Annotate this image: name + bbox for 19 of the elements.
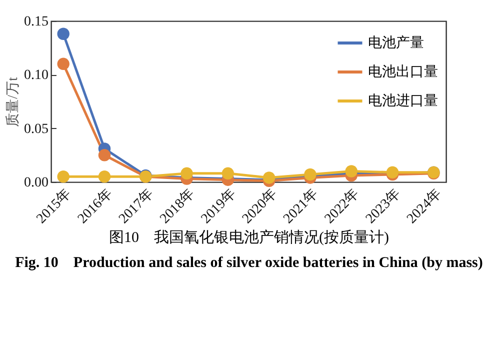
y-tick-label: 0.05 bbox=[24, 122, 48, 137]
point bbox=[57, 58, 70, 70]
point bbox=[57, 170, 70, 183]
point bbox=[98, 149, 111, 162]
legend-label: 电池产量 bbox=[368, 35, 424, 51]
y-tick-label: 0.15 bbox=[24, 14, 48, 30]
y-tick-label: 0.00 bbox=[24, 176, 48, 190]
point bbox=[180, 167, 193, 180]
y-tick-label: 0.10 bbox=[24, 68, 48, 84]
legend-label: 电池出口量 bbox=[368, 64, 438, 80]
text: 图10 我国氧化银电池产销情况(按质量计) bbox=[108, 228, 390, 247]
point bbox=[222, 167, 234, 180]
caption: Fig. 10 Production and sales of silver oxide batteries in China (by mass) bbox=[14, 254, 484, 273]
point bbox=[304, 168, 316, 181]
point bbox=[57, 28, 70, 40]
y-axis-title: 质量/万t bbox=[5, 77, 21, 127]
point bbox=[345, 165, 358, 178]
legend-label: 电池进口量 bbox=[368, 93, 438, 109]
point bbox=[98, 170, 111, 183]
